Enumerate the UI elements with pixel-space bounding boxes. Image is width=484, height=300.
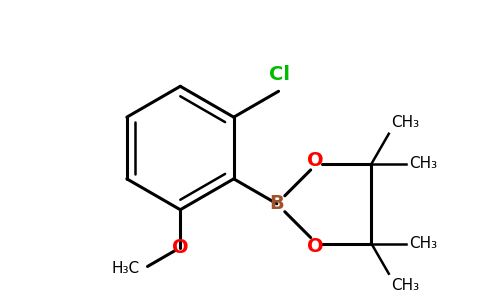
- Text: O: O: [307, 237, 324, 256]
- Text: CH₃: CH₃: [409, 236, 438, 251]
- Text: Cl: Cl: [269, 65, 290, 84]
- Text: H₃C: H₃C: [112, 261, 140, 276]
- Text: B: B: [270, 194, 284, 213]
- Text: CH₃: CH₃: [391, 278, 419, 293]
- Text: O: O: [307, 152, 324, 170]
- Text: O: O: [172, 238, 189, 257]
- Text: CH₃: CH₃: [409, 156, 438, 171]
- Text: CH₃: CH₃: [391, 115, 419, 130]
